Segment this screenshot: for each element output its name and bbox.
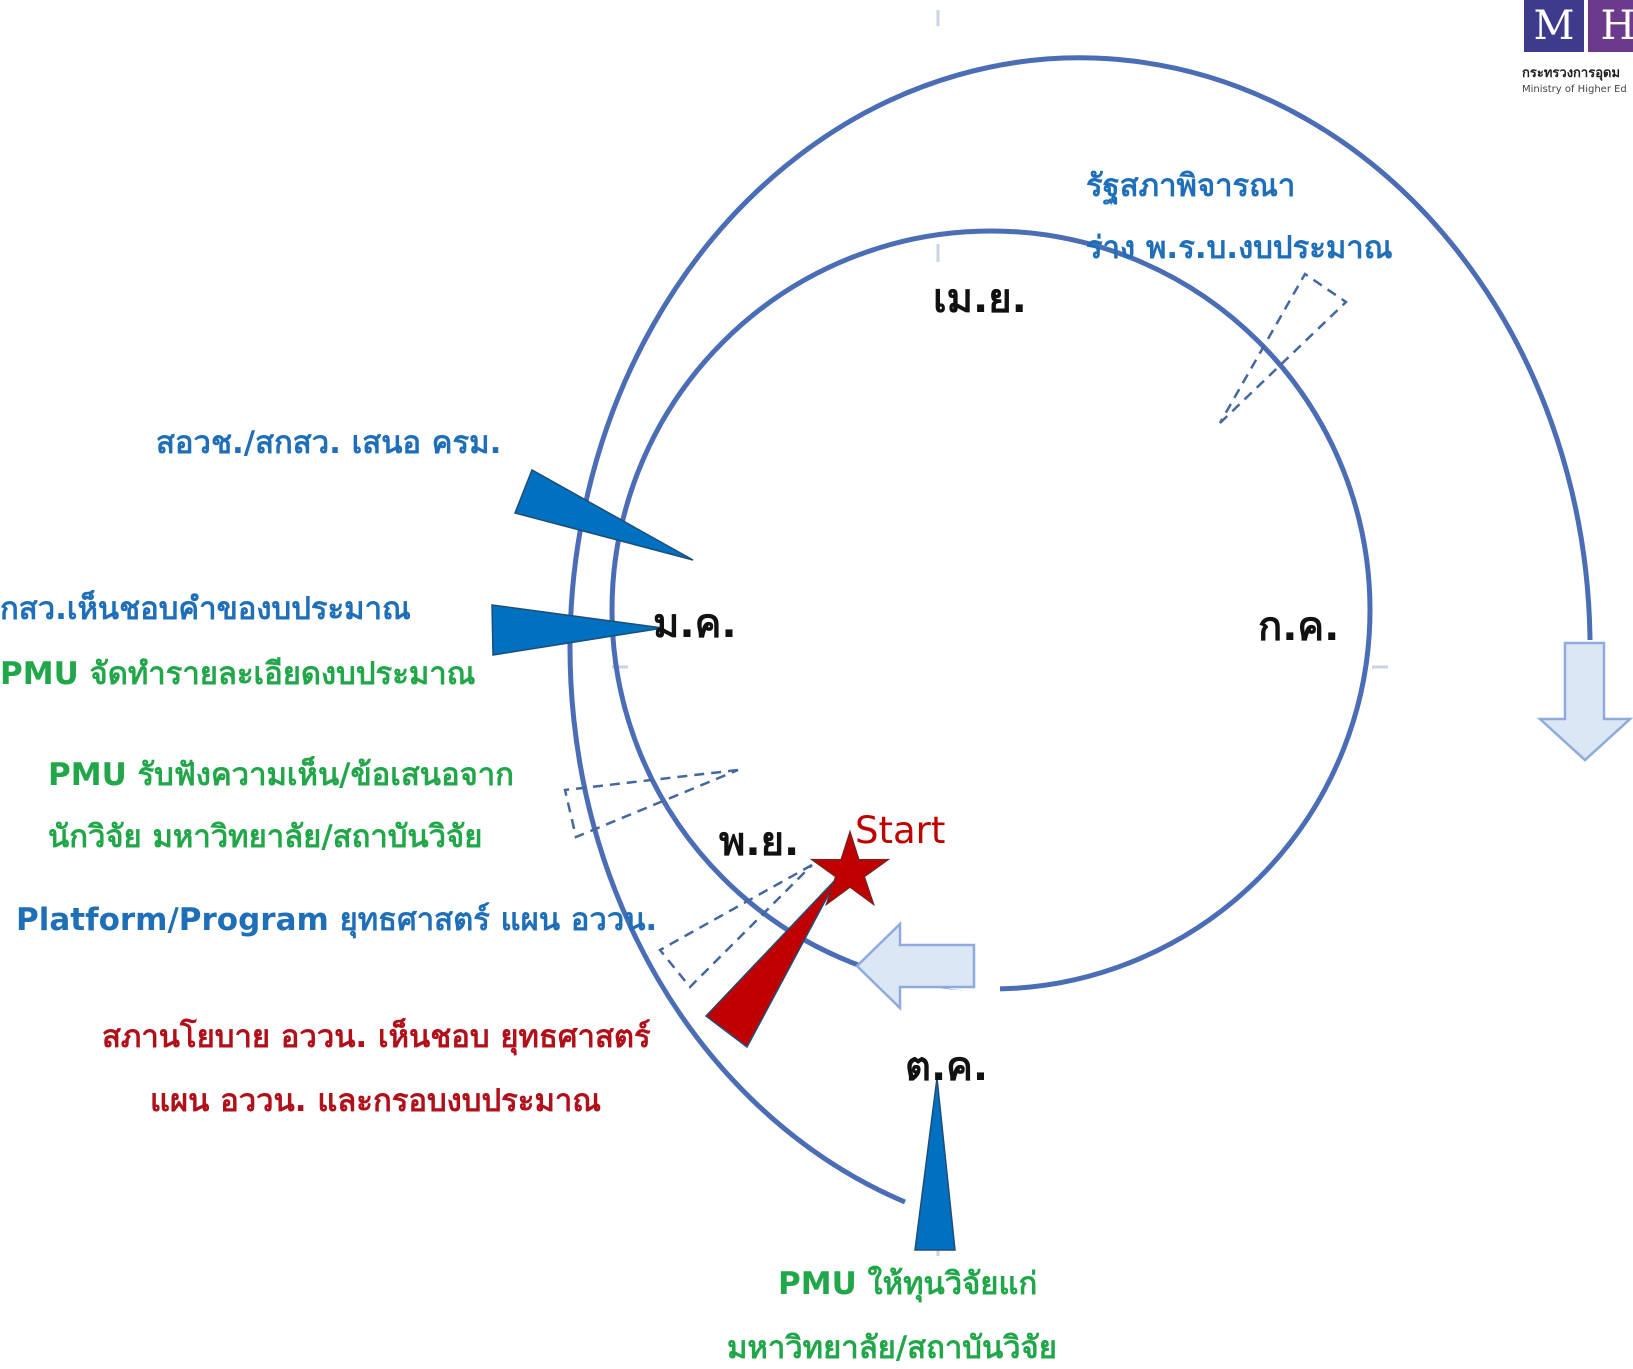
wedge-council: [704, 876, 839, 1049]
outer-cycle-spiral: [567, 55, 1593, 1205]
month-nov: พ.ย.: [719, 819, 799, 865]
wedge-pmu-fund: [914, 1077, 956, 1251]
label-parliament-line1: รัฐสภาพิจารณา: [1086, 168, 1295, 206]
left-block-arrow: [855, 921, 976, 1011]
start-label: Start: [855, 809, 945, 852]
wedge-tsri-approve: [491, 604, 664, 656]
month-oct: ต.ค.: [905, 1044, 988, 1090]
month-apr: เม.ย.: [933, 276, 1027, 322]
logo-english-text: Ministry of Higher Ed: [1522, 84, 1627, 95]
logo-thai-text: กระทรวงการอุดม: [1522, 66, 1621, 81]
down-block-arrow: [1536, 641, 1633, 762]
label-pmu-fund-line2: มหาวิทยาลัย/สถาบันวิจัย: [727, 1330, 1057, 1366]
label-council-line1: สภานโยบาย อววน. เห็นชอบ ยุทธศาสตร์: [102, 1017, 651, 1056]
wedge-propose-cabinet: [513, 468, 694, 561]
callout-parliament: [1218, 272, 1348, 424]
label-pmu-budget: PMU จัดทำรายละเอียดงบประมาณ: [0, 656, 476, 692]
label-pmu-listen-line1: PMU รับฟังความเห็น/ข้อเสนอจาก: [48, 755, 514, 793]
dashed-callouts: [563, 272, 1348, 989]
logo-letter-m: M: [1524, 0, 1584, 52]
label-pmu-listen-line2: นักวิจัย มหาวิทยาลัย/สถาบันวิจัย: [48, 819, 482, 855]
label-propose-cabinet: สอวช./สกสว. เสนอ ครม.: [156, 425, 501, 461]
start-star-icon: [809, 829, 891, 907]
label-council-line2: แผน อววน. และกรอบงบประมาณ: [150, 1083, 601, 1119]
callout-pmu-listen: [563, 768, 739, 839]
callout-platform: [658, 863, 813, 989]
month-jan: ม.ค.: [653, 601, 737, 647]
label-pmu-fund-line1: PMU ให้ทุนวิจัยแก่: [778, 1265, 1037, 1303]
label-tsri-approve: กสว.เห็นชอบคำของบประมาณ: [0, 589, 411, 627]
logo-letter-h: H: [1588, 0, 1633, 52]
month-jul: ก.ค.: [1258, 604, 1339, 650]
label-platform: Platform/Program ยุทธศาสตร์ แผน อววน.: [16, 902, 657, 939]
label-parliament-line2: ร่าง พ.ร.บ.งบประมาณ: [1086, 230, 1393, 266]
ministry-logo: M H กระทรวงการอุดม Ministry of Higher Ed: [1520, 0, 1633, 110]
